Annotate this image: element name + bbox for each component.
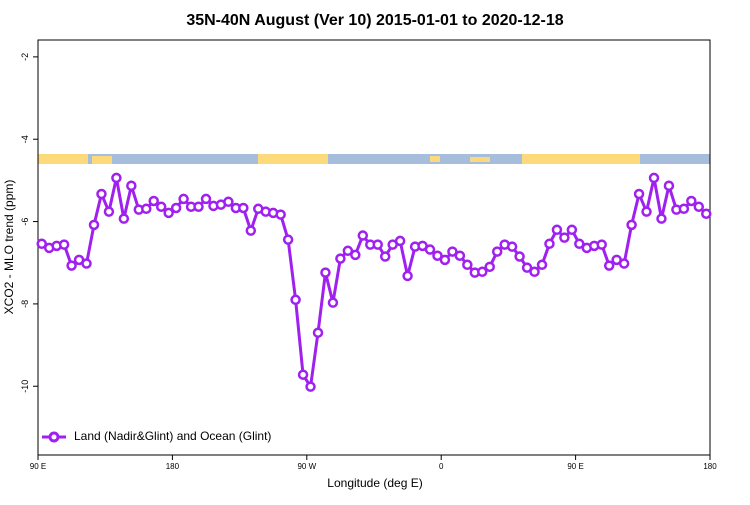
data-point bbox=[36, 238, 47, 250]
y-axis-label: XCO2 - MLO trend (ppm) bbox=[2, 180, 16, 315]
x-tick-label: 180 bbox=[703, 462, 717, 471]
data-point bbox=[574, 238, 585, 250]
data-point bbox=[477, 266, 488, 278]
data-point bbox=[686, 195, 697, 207]
data-point bbox=[297, 369, 309, 380]
data-point bbox=[529, 266, 540, 278]
x-tick-label: 90 E bbox=[30, 462, 46, 471]
data-point bbox=[81, 258, 92, 269]
data-point bbox=[663, 180, 675, 191]
data-point bbox=[536, 259, 548, 271]
data-point bbox=[462, 259, 473, 271]
data-point bbox=[178, 193, 189, 205]
data-point bbox=[491, 246, 503, 257]
data-point bbox=[350, 249, 361, 261]
data-point bbox=[88, 219, 100, 231]
data-point bbox=[148, 195, 159, 207]
data-point bbox=[656, 213, 667, 224]
data-point bbox=[641, 206, 652, 217]
data-point bbox=[379, 251, 391, 262]
data-point bbox=[544, 238, 555, 250]
data-point bbox=[521, 262, 533, 273]
data-point bbox=[626, 219, 637, 231]
data-point bbox=[447, 246, 458, 257]
y-tick-label: -10 bbox=[20, 380, 30, 393]
land-ocean-strip bbox=[38, 154, 710, 164]
chart-title: 35N-40N August (Ver 10) 2015-01-01 to 20… bbox=[186, 12, 563, 29]
data-point bbox=[678, 203, 690, 215]
data-point bbox=[514, 251, 525, 262]
data-point bbox=[596, 239, 607, 250]
data-point bbox=[312, 327, 324, 338]
data-point bbox=[111, 172, 122, 184]
data-point bbox=[454, 250, 466, 261]
data-point bbox=[282, 234, 294, 245]
data-point bbox=[170, 202, 182, 214]
data-point bbox=[245, 225, 257, 236]
data-point bbox=[439, 254, 451, 266]
data-point bbox=[566, 224, 578, 236]
data-point bbox=[424, 244, 436, 255]
x-tick-label: 90 W bbox=[297, 462, 316, 471]
y-tick-label: -2 bbox=[20, 53, 30, 61]
data-point bbox=[372, 239, 383, 250]
data-point bbox=[103, 206, 115, 217]
x-tick-label: 180 bbox=[166, 462, 180, 471]
data-point bbox=[155, 201, 167, 212]
y-tick-label: -6 bbox=[20, 218, 30, 226]
y-tick-label: -4 bbox=[20, 135, 30, 143]
data-point bbox=[357, 230, 369, 241]
data-point bbox=[163, 207, 174, 219]
data-point bbox=[238, 202, 249, 214]
data-point bbox=[141, 203, 152, 215]
data-point bbox=[118, 213, 130, 224]
y-tick-label: -8 bbox=[20, 300, 30, 308]
data-point bbox=[320, 267, 331, 278]
data-point bbox=[193, 201, 204, 212]
data-point bbox=[223, 196, 234, 208]
data-point bbox=[701, 208, 712, 219]
data-point bbox=[633, 188, 645, 200]
data-point bbox=[290, 294, 301, 306]
data-point bbox=[559, 232, 570, 243]
data-point bbox=[335, 253, 346, 264]
data-point bbox=[551, 224, 563, 236]
data-point bbox=[58, 239, 70, 250]
data-point bbox=[126, 180, 137, 191]
legend-marker bbox=[48, 431, 60, 443]
data-point bbox=[618, 258, 630, 269]
data-point bbox=[648, 172, 660, 184]
data-point bbox=[200, 193, 212, 205]
legend-label: Land (Nadir&Glint) and Ocean (Glint) bbox=[74, 429, 271, 443]
data-point bbox=[506, 241, 518, 252]
x-axis-label: Longitude (deg E) bbox=[327, 476, 422, 490]
data-point bbox=[327, 297, 339, 308]
data-point bbox=[305, 381, 316, 392]
data-point bbox=[275, 209, 286, 220]
data-point bbox=[394, 235, 406, 247]
data-point bbox=[693, 201, 705, 212]
data-point bbox=[96, 188, 107, 200]
data-point bbox=[432, 250, 443, 261]
data-point bbox=[484, 261, 495, 273]
x-tick-label: 90 E bbox=[567, 462, 583, 471]
x-tick-label: 0 bbox=[439, 462, 444, 471]
data-point bbox=[66, 260, 77, 271]
legend: Land (Nadir&Glint) and Ocean (Glint) bbox=[42, 429, 271, 443]
data-point bbox=[342, 245, 354, 257]
plot-frame bbox=[37, 39, 711, 456]
data-point bbox=[402, 270, 413, 282]
data-point bbox=[603, 260, 615, 271]
